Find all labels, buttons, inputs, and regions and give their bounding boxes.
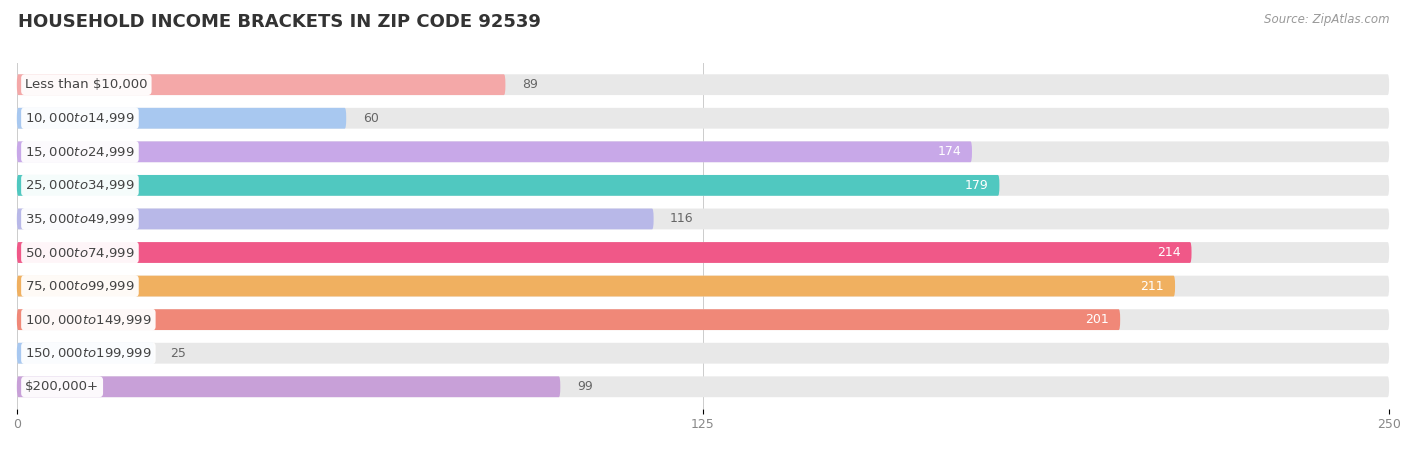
FancyBboxPatch shape <box>17 175 1389 196</box>
FancyBboxPatch shape <box>17 276 1389 296</box>
Text: 179: 179 <box>965 179 988 192</box>
Text: $150,000 to $199,999: $150,000 to $199,999 <box>25 346 152 360</box>
Text: $75,000 to $99,999: $75,000 to $99,999 <box>25 279 135 293</box>
FancyBboxPatch shape <box>17 276 1175 296</box>
FancyBboxPatch shape <box>17 141 972 162</box>
Text: 201: 201 <box>1085 313 1109 326</box>
Text: $50,000 to $74,999: $50,000 to $74,999 <box>25 246 135 260</box>
Text: $10,000 to $14,999: $10,000 to $14,999 <box>25 111 135 125</box>
Text: 25: 25 <box>170 347 187 360</box>
Text: 60: 60 <box>363 112 378 125</box>
FancyBboxPatch shape <box>17 108 1389 129</box>
Text: $200,000+: $200,000+ <box>25 380 98 393</box>
Text: Source: ZipAtlas.com: Source: ZipAtlas.com <box>1264 13 1389 26</box>
FancyBboxPatch shape <box>17 376 1389 397</box>
FancyBboxPatch shape <box>17 343 155 364</box>
FancyBboxPatch shape <box>17 242 1191 263</box>
Text: $25,000 to $34,999: $25,000 to $34,999 <box>25 178 135 192</box>
FancyBboxPatch shape <box>17 74 1389 95</box>
Text: $100,000 to $149,999: $100,000 to $149,999 <box>25 313 152 326</box>
FancyBboxPatch shape <box>17 309 1389 330</box>
Text: 99: 99 <box>576 380 592 393</box>
FancyBboxPatch shape <box>17 309 1121 330</box>
Text: $35,000 to $49,999: $35,000 to $49,999 <box>25 212 135 226</box>
Text: Less than $10,000: Less than $10,000 <box>25 78 148 91</box>
FancyBboxPatch shape <box>17 175 1000 196</box>
FancyBboxPatch shape <box>17 141 1389 162</box>
Text: HOUSEHOLD INCOME BRACKETS IN ZIP CODE 92539: HOUSEHOLD INCOME BRACKETS IN ZIP CODE 92… <box>18 13 541 31</box>
Text: 174: 174 <box>938 145 960 158</box>
Text: 214: 214 <box>1157 246 1181 259</box>
FancyBboxPatch shape <box>17 108 346 129</box>
FancyBboxPatch shape <box>17 74 505 95</box>
Text: 89: 89 <box>522 78 537 91</box>
FancyBboxPatch shape <box>17 208 654 229</box>
FancyBboxPatch shape <box>17 208 1389 229</box>
Text: $15,000 to $24,999: $15,000 to $24,999 <box>25 145 135 159</box>
Text: 116: 116 <box>671 212 693 225</box>
Text: 211: 211 <box>1140 280 1164 293</box>
FancyBboxPatch shape <box>17 242 1389 263</box>
FancyBboxPatch shape <box>17 343 1389 364</box>
FancyBboxPatch shape <box>17 376 560 397</box>
